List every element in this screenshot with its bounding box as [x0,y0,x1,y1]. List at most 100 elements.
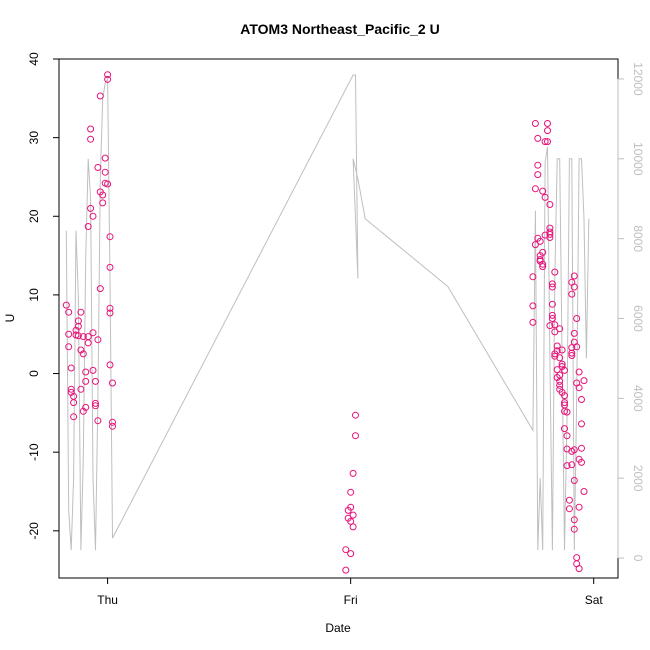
data-point [544,127,551,135]
y-tick-label: -20 [27,522,41,540]
data-point [109,418,116,426]
data-point [99,199,107,207]
y2-tick-label: 4000 [631,385,645,412]
data-point [94,164,102,171]
data-point [561,366,568,374]
y2-axis: 0 2000 4000 6000 8000 10000 12000 [617,62,645,562]
data-point [106,233,114,241]
data-point [104,75,112,83]
data-point [548,311,556,319]
data-point [74,322,82,330]
data-point [575,565,583,573]
data-point [96,92,104,100]
y-tick-label: 10 [27,288,41,302]
data-point [104,180,112,188]
data-point [531,185,539,193]
data-point [101,154,109,162]
y-tick-label: 0 [27,370,41,377]
data-point [575,368,583,376]
data-point [534,134,542,142]
data-point [92,402,99,410]
x-axis-label: Date [325,621,351,635]
data-point [106,263,114,271]
data-point [70,399,78,407]
y-axis-label: U [3,314,17,323]
data-point [79,350,87,358]
data-point [546,230,554,238]
data-point [580,377,588,385]
data-point [558,346,566,354]
data-point [347,503,355,511]
data-point [70,392,78,400]
data-point [87,135,95,143]
data-point [563,462,571,470]
data-point [565,505,573,513]
data-point [67,364,75,372]
x-tick-label: Sat [585,593,604,607]
data-point [551,268,559,276]
data-point [347,488,355,496]
data-point [349,523,357,531]
data-point [77,308,85,316]
data-point [84,339,92,347]
data-point [568,461,576,469]
data-point [565,496,573,504]
data-point [342,546,350,554]
data-point [556,354,564,362]
data-point [349,511,357,519]
data-point [531,120,539,127]
y-tick-label: 40 [27,52,41,66]
x-tick-label: Thu [97,593,118,607]
point-series-layer [62,71,588,574]
data-point [539,187,547,195]
data-point [539,260,547,268]
data-point [563,408,571,416]
data-point [578,396,585,403]
data-point [531,241,539,249]
data-point [556,325,564,333]
data-point [352,432,359,440]
data-point [556,381,564,389]
data-point [65,343,73,351]
data-point [87,125,95,133]
data-point [89,212,97,220]
data-point [347,550,355,558]
y2-tick-label: 0 [631,555,645,562]
data-point [544,120,551,127]
data-point [89,366,97,374]
data-point [529,302,537,310]
data-point [82,377,90,385]
data-point [101,168,109,176]
data-point [551,321,559,329]
data-point [77,385,85,393]
data-point [575,384,583,392]
data-point [65,308,73,316]
data-point [553,366,561,374]
data-point [94,417,102,425]
data-point [92,399,99,407]
data-point [84,223,92,230]
data-point [106,304,114,312]
data-point [104,71,112,79]
data-point [541,193,549,201]
data-point [563,432,571,440]
data-point [553,347,561,355]
data-point [82,403,90,411]
y2-tick-label: 12000 [631,62,645,96]
data-point [548,300,556,308]
y2-tick-label: 6000 [631,305,645,332]
y-tick-label: -10 [27,443,41,461]
series-line [65,74,590,551]
data-point [106,309,114,317]
data-point [106,361,114,369]
y2-tick-label: 2000 [631,465,645,492]
data-point [551,328,559,336]
data-point [539,263,547,271]
data-point [62,301,70,309]
data-point [568,290,576,298]
data-point [99,191,107,199]
data-point [92,377,99,385]
data-point [548,315,556,322]
data-point [570,283,578,291]
data-point [96,285,104,293]
